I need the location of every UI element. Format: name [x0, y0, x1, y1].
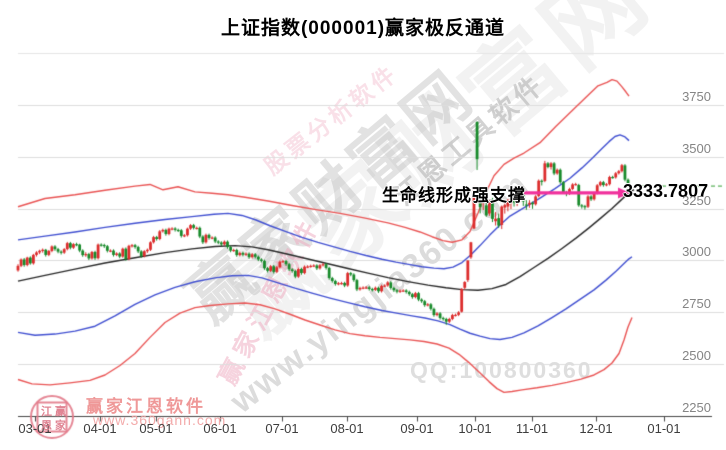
- winner-channel-chart-window: QQ:100800360 赢家财富网赢家财富网www.yingjia360.co…: [0, 0, 726, 450]
- price-chart-canvas: [0, 0, 726, 450]
